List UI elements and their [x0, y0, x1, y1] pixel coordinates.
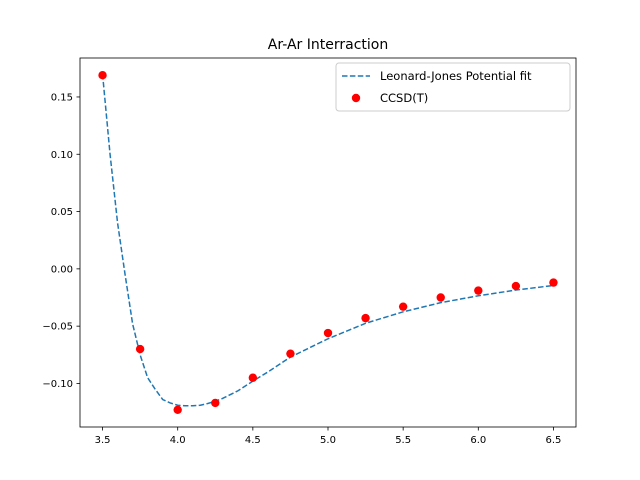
data-point [436, 293, 445, 302]
x-tick-label: 6.5 [546, 435, 562, 446]
x-tick-label: 3.5 [95, 435, 111, 446]
legend-label: Leonard-Jones Potential fit [380, 69, 532, 83]
legend-label: CCSD(T) [380, 91, 428, 105]
x-tick-label: 4.0 [170, 435, 186, 446]
y-tick-label: −0.10 [42, 379, 73, 390]
legend: Leonard-Jones Potential fit CCSD(T) [335, 62, 571, 112]
data-point [173, 405, 182, 415]
legend-marker-swatch [351, 93, 361, 103]
data-point [549, 278, 558, 287]
x-tick-label: 5.0 [320, 435, 336, 446]
y-axis: −0.10 −0.05 0.00 0.05 0.10 0.15 [42, 92, 80, 390]
x-tick-label: 5.5 [395, 435, 411, 446]
x-tick-label: 4.5 [245, 435, 261, 446]
data-point [361, 313, 370, 323]
y-tick-label: −0.05 [42, 322, 73, 333]
data-point [511, 281, 521, 291]
data-point [286, 349, 295, 358]
chart-title: Ar-Ar Interraction [268, 37, 388, 53]
data-point [398, 302, 408, 311]
y-tick-label: 0.00 [51, 264, 73, 275]
data-point [474, 286, 483, 295]
data-point [211, 398, 220, 408]
y-tick-label: 0.15 [51, 92, 73, 103]
data-point [135, 344, 145, 354]
data-point [98, 70, 107, 80]
fit-line [101, 73, 554, 407]
x-axis: 3.5 4.0 4.5 5.0 5.5 6.0 6.5 [95, 427, 562, 446]
y-tick-label: 0.05 [51, 207, 73, 218]
legend-box [335, 62, 571, 112]
x-tick-label: 6.0 [470, 435, 486, 446]
y-tick-label: 0.10 [51, 150, 73, 161]
data-point [323, 328, 333, 338]
data-point [248, 373, 258, 382]
